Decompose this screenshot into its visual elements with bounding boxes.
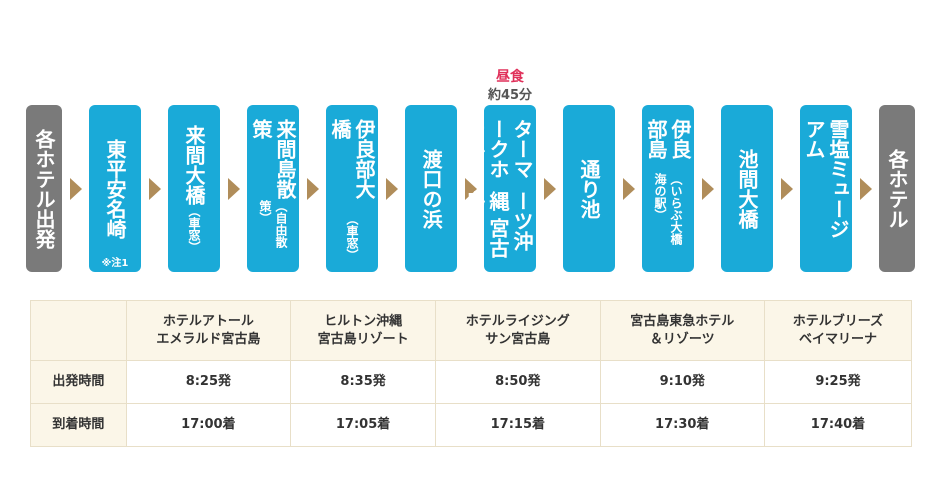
stop-box: 来間島散策 （自由散策） (247, 105, 299, 272)
table-row: 到着時間 17:00着 17:05着 17:15着 17:30着 17:40着 (30, 403, 913, 447)
time-cell: 17:30着 (599, 403, 765, 447)
stop-label: 池間大橋 (735, 148, 759, 229)
stop-label: 東平安名崎 (103, 138, 127, 239)
stop-label: 伊良部大橋 (328, 119, 376, 199)
stop-box: ウォーターマークホテル &リゾーツ沖縄 宮古島 (462, 105, 558, 272)
table-row: 出発時間 8:25発 8:35発 8:50発 9:10発 9:25発 (30, 360, 913, 404)
stop-label: 通り池 (577, 158, 601, 219)
stop-label: 雪塩ミュージアム (802, 119, 850, 239)
stop-box: 各ホテル出発 (26, 105, 62, 272)
arrow (70, 178, 82, 200)
time-cell: 17:05着 (290, 403, 437, 447)
arrow (386, 178, 398, 200)
stop-box: 伊良部大橋 （車窓） (326, 105, 378, 272)
arrow (623, 178, 635, 200)
time-cell: 8:25発 (125, 360, 292, 404)
stop-sub: （車窓） (345, 212, 359, 261)
stop-box: 雪塩ミュージアム (800, 105, 852, 272)
stop-label: &リゾーツ沖縄 宮古島 (462, 191, 558, 259)
stop-box: 伊良部島 （いらぶ大橋 海の駅） (642, 105, 694, 272)
header-cell: ホテルブリーズ ベイマリーナ (763, 300, 913, 361)
arrow (781, 178, 793, 200)
arrow (149, 178, 161, 200)
stop-label: 渡口の浜 (419, 148, 443, 229)
corner-cell (30, 300, 127, 361)
stop-label: 来間島散策 (249, 119, 297, 199)
time-cell: 8:50発 (435, 360, 601, 404)
arrow (465, 178, 477, 200)
stop-sub: （自由散策） (258, 199, 288, 248)
stop-box: 渡口の浜 (405, 105, 457, 272)
time-cell: 17:40着 (763, 403, 913, 447)
header-cell: ホテルライジング サン宮古島 (435, 300, 601, 361)
header-cell: ホテルアトール エメラルド宮古島 (125, 300, 292, 361)
stop-label: 伊良部島 (644, 119, 692, 159)
stop-sub: （車窓） (187, 204, 201, 253)
time-cell: 9:25発 (763, 360, 913, 404)
stop-box: 来間大橋 （車窓） (168, 105, 220, 272)
header-cell: ヒルトン沖縄 宮古島リゾート (290, 300, 437, 361)
lunch-label: 昼食 (496, 69, 524, 85)
arrow (228, 178, 240, 200)
stop-label: 各ホテル出発 (32, 128, 56, 249)
lunch-duration: 約45分 (487, 88, 533, 103)
arrow (702, 178, 714, 200)
arrow (307, 178, 319, 200)
stop-box: 各ホテル (879, 105, 915, 272)
time-cell: 9:10発 (599, 360, 765, 404)
stop-box: 通り池 (563, 105, 615, 272)
stop-box: 東平安名崎 ※注1 (89, 105, 141, 272)
time-cell: 17:00着 (125, 403, 292, 447)
header-row: ホテルアトール エメラルド宮古島 ヒルトン沖縄 宮古島リゾート ホテルライジング サ… (30, 300, 913, 361)
stop-label: ウォーターマークホテル (462, 119, 558, 179)
stop-sub: （いらぶ大橋 海の駅） (653, 173, 683, 246)
row-label: 出発時間 (30, 360, 127, 404)
stop-label: 各ホテル (885, 148, 909, 229)
header-cell: 宮古島東急ホテル ＆リゾーツ (599, 300, 765, 361)
time-cell: 8:35発 (290, 360, 437, 404)
stop-note: ※注1 (101, 258, 129, 269)
arrow (860, 178, 872, 200)
schedule-table: ホテルアトール エメラルド宮古島 ヒルトン沖縄 宮古島リゾート ホテルライジング サ… (30, 300, 913, 447)
time-cell: 17:15着 (435, 403, 601, 447)
stop-label: 来間大橋 (182, 124, 206, 205)
stop-box: 池間大橋 (721, 105, 773, 272)
row-label: 到着時間 (30, 403, 127, 447)
arrow (544, 178, 556, 200)
